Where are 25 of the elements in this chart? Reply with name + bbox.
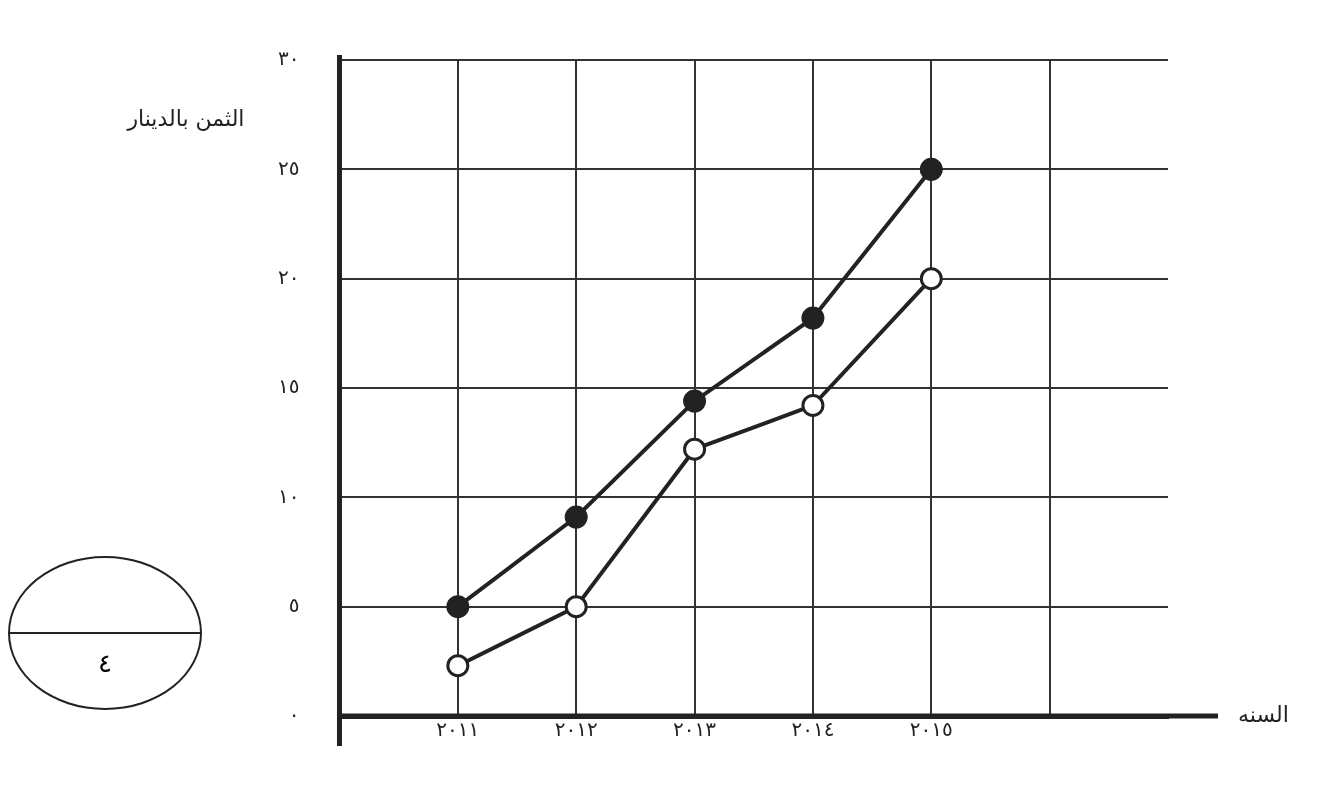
y-axis-title: الثمن بالدينار bbox=[126, 105, 245, 131]
x-tick-label: ٢٠١٣ bbox=[673, 717, 717, 742]
y-tick-label: ٢٥ bbox=[278, 155, 300, 180]
x-tick-label: ٢٠١١ bbox=[436, 717, 480, 742]
y-tick-label: ١٥ bbox=[278, 374, 300, 399]
point bbox=[564, 595, 588, 619]
point bbox=[683, 437, 707, 461]
point bbox=[446, 654, 470, 678]
point bbox=[919, 157, 943, 181]
point bbox=[446, 595, 470, 619]
y-tick-label: ٠ bbox=[288, 702, 300, 727]
x-tick-label: ٢٠١٥ bbox=[909, 717, 953, 742]
point bbox=[801, 306, 825, 330]
y-tick-label: ١٠ bbox=[278, 483, 300, 508]
score-circle: ٤ bbox=[8, 556, 202, 710]
y-tick-label: ٢٠ bbox=[278, 264, 300, 289]
x-tick-label: ٢٠١٤ bbox=[791, 717, 835, 742]
x-axis-title: السنه bbox=[1238, 701, 1289, 727]
point bbox=[564, 505, 588, 529]
y-tick-label: ٥ bbox=[288, 592, 300, 617]
point bbox=[919, 267, 943, 291]
point bbox=[683, 389, 707, 413]
x-tick-label: ٢٠١٢ bbox=[554, 717, 598, 742]
point bbox=[801, 393, 825, 417]
y-tick-label: ٣٠ bbox=[278, 46, 300, 71]
